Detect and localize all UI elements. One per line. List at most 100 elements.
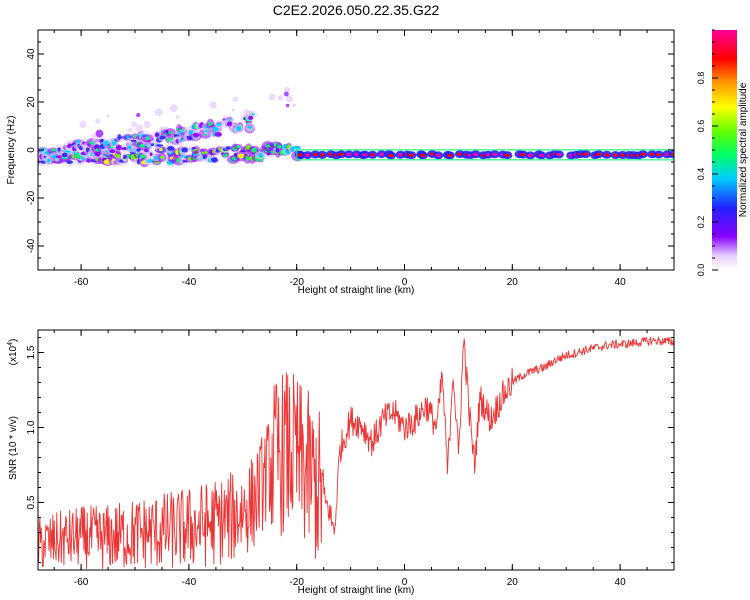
spectrogram-cell	[362, 153, 368, 157]
snr-ticks: -60 -40 -20 0 20 40 0.5 1.0 1.5	[26, 330, 675, 588]
spectrogram-cell	[245, 156, 250, 161]
spectrogram-haze	[95, 118, 101, 124]
spectrogram-haze	[232, 96, 238, 103]
spectrogram-cell	[166, 146, 175, 151]
spectrogram-cell	[109, 149, 116, 153]
spectrogram-cell	[485, 153, 492, 157]
spectrogram-cell	[225, 146, 231, 150]
spectrogram-cell	[595, 152, 602, 156]
x-tick-label: 20	[507, 277, 519, 288]
spectrogram-cell	[46, 158, 51, 163]
spectrogram-cell	[319, 153, 326, 157]
spectrogram-cell	[214, 131, 222, 137]
spectrogram-cell	[212, 126, 219, 132]
spectrogram-cell	[649, 152, 656, 156]
spectrogram-haze	[143, 120, 151, 129]
y-tick-label: 40	[26, 48, 37, 60]
spectrogram-cell	[160, 155, 165, 160]
colorbar: 0.0 0.2 0.4 0.6 0.8 Normalized spectral ampl…	[696, 29, 749, 277]
spectrogram-cell	[387, 153, 394, 158]
spectrogram-ticks: -60 -40 -20 0 20 40 -40 -20 0 20 40	[26, 29, 675, 288]
spectrogram-haze	[175, 115, 180, 120]
spectrogram-cell	[61, 152, 68, 158]
x-tick-label: 40	[615, 277, 627, 288]
spectrogram-cell	[192, 153, 197, 157]
colorbar-gradient	[712, 30, 737, 270]
spectrogram-cell	[159, 148, 163, 152]
spectrogram-haze	[131, 121, 138, 128]
spectrogram-haze	[169, 104, 178, 113]
spectrogram-cell	[236, 145, 240, 149]
spectrogram-cell	[612, 153, 619, 157]
spectrogram-cell	[210, 157, 218, 163]
spectrogram-cell	[538, 153, 545, 157]
x-tick-label: -20	[289, 277, 304, 288]
spectrogram-cell	[419, 153, 426, 157]
x-tick-label: -40	[182, 277, 197, 288]
y-tick-label: -40	[26, 238, 37, 253]
x-tick-label: 20	[507, 577, 519, 588]
spectrogram-haze	[79, 120, 87, 129]
colorbar-tick-label: 0.8	[696, 72, 706, 85]
figure-title: C2E2.2026.050.22.35.G22	[273, 2, 440, 18]
spectrogram-cell	[132, 134, 137, 138]
spectrogram-cell	[248, 115, 254, 121]
spectrogram-cell	[150, 143, 154, 147]
spectrogram-cell	[670, 152, 674, 156]
colorbar-tick-label: 0.4	[696, 168, 706, 181]
spectrogram-cell	[504, 153, 511, 157]
spectrogram-cell	[520, 153, 527, 157]
spectrogram-cell	[251, 147, 257, 153]
spectrogram-cell	[117, 134, 122, 140]
spectrogram-cell	[277, 144, 282, 149]
spectrogram-cell	[297, 153, 304, 157]
snr-xlabel: Height of straight line (km)	[298, 585, 415, 596]
spectrogram-haze	[268, 93, 276, 101]
spectrogram-cell	[192, 132, 200, 138]
y-tick-label: -20	[26, 190, 37, 205]
x-tick-label: 0	[402, 577, 408, 588]
spectrogram-cell	[378, 152, 385, 156]
spectrogram-cell	[176, 157, 181, 163]
snr-panel: -60 -40 -20 0 20 40 0.5 1.0 1.5 Height of straig…	[7, 329, 675, 596]
colorbar-label: Normalized spectral amplitude	[738, 82, 749, 217]
snr-ylabel: SNR (10 * v/v)	[8, 416, 19, 480]
spectrogram-cell	[304, 153, 311, 157]
spectrogram-haze	[277, 95, 284, 101]
snr-series-line	[38, 336, 674, 569]
steady-tone-outline	[295, 149, 674, 161]
spectrogram-haze	[285, 95, 294, 103]
colorbar-tick-label: 0.2	[696, 216, 706, 229]
spectrogram-cell	[312, 152, 319, 157]
spectrogram-cell	[446, 153, 453, 158]
spectrogram-cell	[236, 125, 242, 131]
spectrogram-cell	[345, 152, 352, 156]
spectrogram-cell	[491, 152, 498, 156]
spectrogram-panel: -60 -40 -20 0 20 40 -40 -20 0 20 40 Height of stra…	[6, 29, 675, 296]
spectrogram-cell	[237, 153, 246, 159]
colorbar-ticks: 0.0 0.2 0.4 0.6 0.8	[696, 29, 718, 277]
spectrogram-marks	[38, 86, 674, 168]
colorbar-tick-label: 0.0	[696, 264, 706, 277]
spectrogram-cell	[127, 145, 132, 150]
spectrogram-cell	[136, 159, 140, 165]
spectrogram-haze	[292, 103, 296, 107]
spectrogram-cell	[472, 152, 479, 156]
spectrogram-haze	[231, 108, 235, 112]
spectrogram-cell	[435, 153, 442, 157]
spectrogram-cell	[408, 153, 415, 157]
snr-scale-note: (x104)	[7, 339, 19, 366]
y-tick-label: 20	[26, 96, 37, 108]
spectrogram-cell	[57, 147, 61, 152]
spectrogram-xlabel: Height of straight line (km)	[298, 285, 415, 296]
spectrogram-haze	[285, 103, 290, 108]
spectrogram-haze	[135, 124, 144, 133]
spectrogram-cell	[155, 144, 164, 147]
spectrogram-cell	[353, 152, 360, 156]
spectrogram-cell	[149, 152, 153, 157]
spectrogram-cell	[369, 153, 376, 157]
x-tick-label: 0	[402, 277, 408, 288]
spectrogram-haze	[284, 91, 289, 97]
spectrogram-haze	[106, 114, 110, 118]
spectrogram-cell	[527, 153, 534, 157]
